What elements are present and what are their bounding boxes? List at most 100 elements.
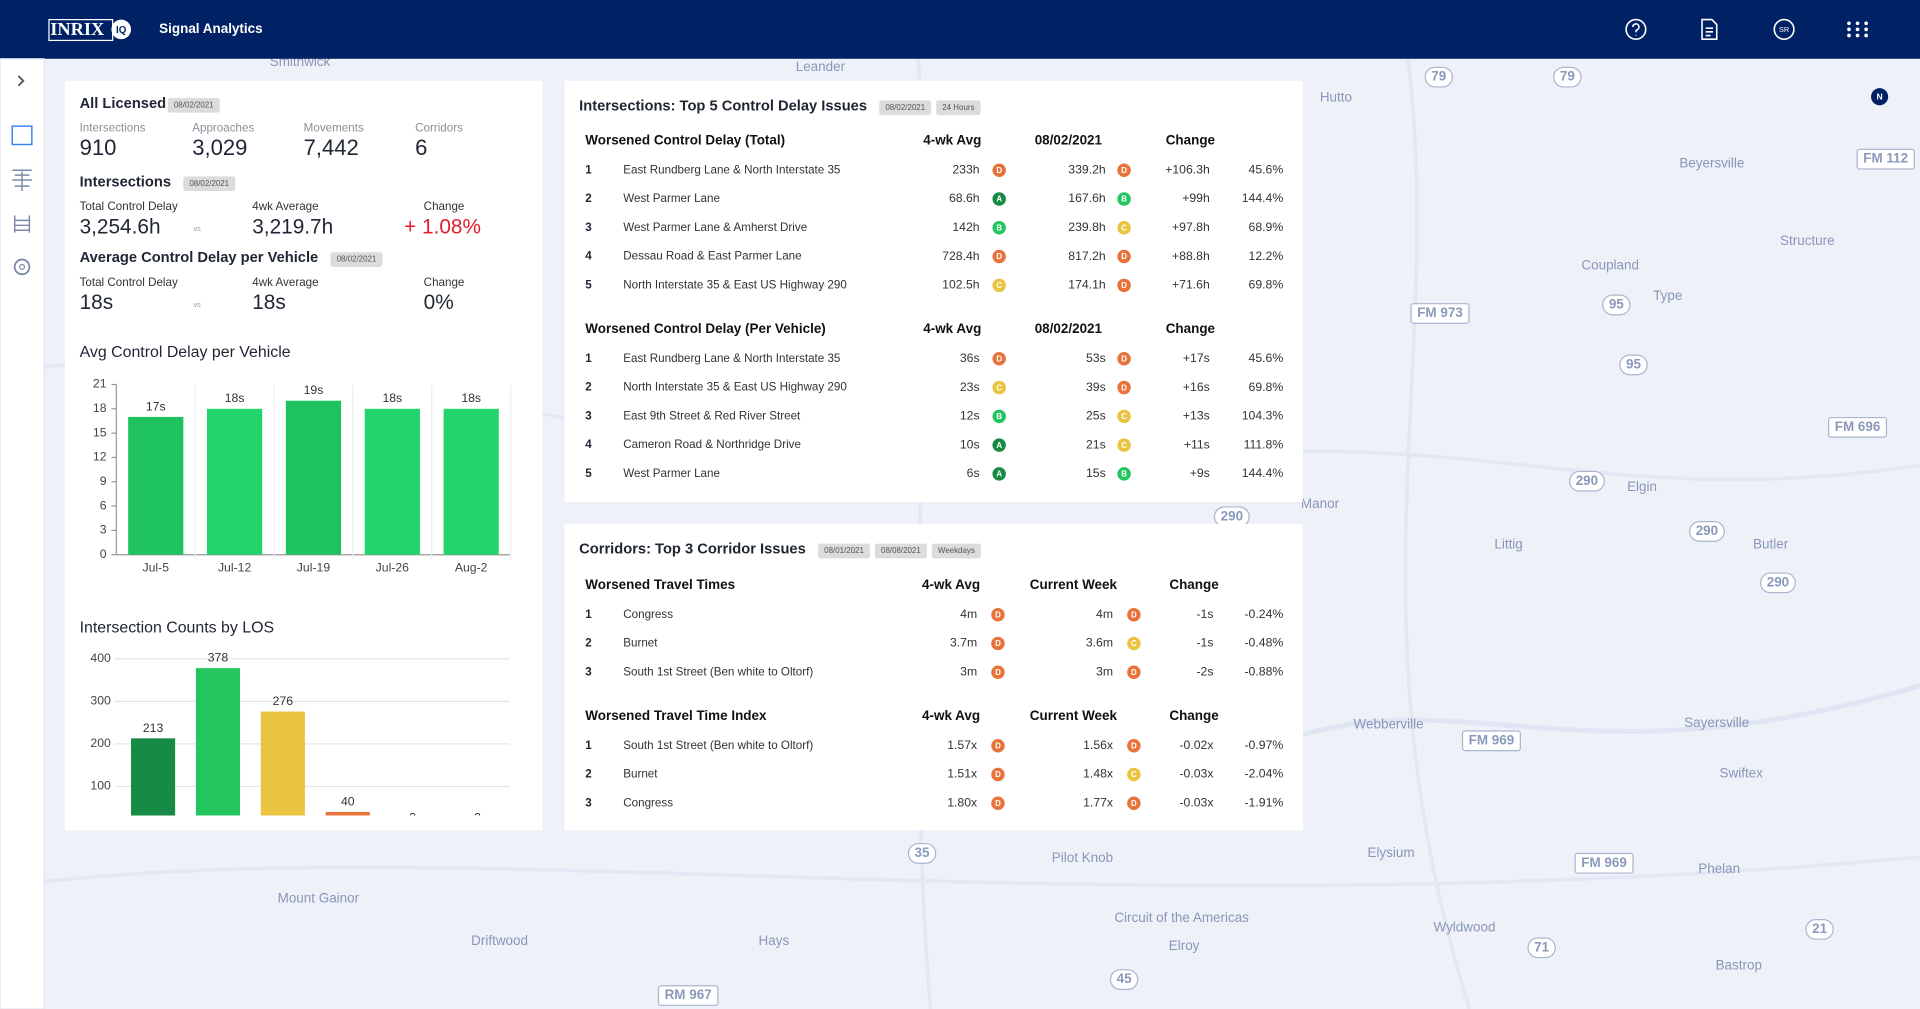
x-tick-label: Jul-12 (218, 560, 252, 574)
row-name: South 1st Street (Ben white to Oltorf) (623, 739, 813, 752)
map-label: Littig (1494, 536, 1522, 551)
los-badge (1117, 192, 1131, 206)
los-badge (992, 438, 1006, 452)
column-header: Change (1166, 321, 1216, 336)
stat-label: Intersections (80, 122, 146, 135)
column-header: Worsened Travel Time Index (585, 708, 767, 723)
los-badge (1117, 249, 1131, 264)
expand-button[interactable] (17, 75, 25, 87)
cell-value: 53s (1086, 351, 1106, 365)
date-chip-label: 08/02/2021 (189, 179, 229, 188)
x-tick-label: Aug-2 (455, 560, 488, 574)
stat-value: 910 (80, 135, 117, 160)
row-name: Dessau Road & East Parmer Lane (623, 250, 801, 263)
cell-value: +97.8h (1172, 220, 1210, 234)
date-chip (931, 543, 981, 559)
report-icon[interactable] (1701, 18, 1718, 40)
los-grade: D (995, 770, 1001, 779)
cell-value: 102.5h (942, 278, 980, 292)
data-label: 2 (474, 811, 481, 825)
cell-value: 1.80x (947, 796, 977, 810)
cell-value: 1.48x (1083, 767, 1113, 781)
apps-button[interactable] (1847, 21, 1868, 38)
chart-plot: 0 3 6 9 12 15 18 21 17s Jul-5 18s Jul-12 19s Jul-19 18… (93, 377, 512, 574)
route-shield (1828, 416, 1888, 438)
map-label: Hays (759, 933, 790, 948)
vs-label: vs (193, 224, 201, 233)
cell-value: -0.03x (1179, 767, 1213, 781)
cell-value: 239.8h (1068, 220, 1106, 234)
map-label: 290 (1696, 523, 1718, 538)
los-badge (1117, 438, 1131, 452)
help-icon[interactable] (1625, 18, 1647, 40)
y-tick-label: 400 (90, 651, 111, 665)
cell-value: +17s (1183, 351, 1210, 365)
column-header: 08/02/2021 (1035, 132, 1103, 147)
row-name: Burnet (623, 768, 658, 781)
los-badge (1117, 278, 1131, 293)
route-shield (1688, 521, 1725, 542)
metric-value: 3,254.6h (80, 215, 161, 238)
cell-value: +13s (1183, 409, 1210, 423)
los-badge (1127, 607, 1141, 622)
column-header: 4-wk Avg (922, 708, 980, 723)
rank: 3 (585, 221, 592, 234)
nav-corridors[interactable] (13, 215, 31, 233)
bar (207, 408, 263, 555)
route-shield (1527, 937, 1556, 959)
los-grade: D (1131, 799, 1137, 808)
column-header: 4-wk Avg (923, 321, 981, 336)
y-tick-label: 12 (93, 450, 107, 464)
map-label: Leander (796, 59, 846, 74)
vs-label: vs (193, 300, 201, 309)
user-button[interactable] (1773, 18, 1795, 40)
cell-value: 1.51x (947, 767, 977, 781)
metric-value: 3,219.7h (252, 215, 333, 238)
map-label: 79 (1560, 69, 1575, 84)
los-grade: D (996, 166, 1002, 175)
compass[interactable] (1871, 88, 1889, 106)
cell-value: 12s (960, 409, 980, 423)
settings-icon[interactable] (13, 258, 31, 276)
row-name: Burnet (623, 637, 658, 650)
data-label: 2 (409, 811, 416, 825)
bar (260, 711, 305, 816)
map-label: 35 (915, 845, 930, 860)
cell-value: 144.4% (1242, 191, 1284, 205)
column-header: Worsened Control Delay (Per Vehicle) (585, 321, 825, 336)
los-badge (992, 380, 1006, 395)
date-chip-label: 08/02/2021 (174, 100, 214, 109)
cell-value: -2s (1196, 664, 1213, 678)
nav-intersections[interactable] (12, 169, 32, 192)
cell-value: 3.6m (1086, 636, 1113, 650)
cell-value: -0.88% (1244, 664, 1283, 678)
map-label: FM 973 (1417, 305, 1463, 320)
map-label: 71 (1534, 939, 1549, 954)
los-badge (992, 352, 1006, 366)
rank: 2 (585, 637, 591, 650)
map-label: FM 969 (1469, 732, 1515, 747)
data-label: 213 (143, 721, 164, 735)
route-shield (1805, 918, 1834, 940)
section-title: All Licensed (80, 96, 167, 112)
report-button[interactable] (1701, 18, 1718, 40)
logo-badge (111, 19, 132, 40)
nav-dashboard[interactable] (11, 125, 33, 146)
metric-label: Total Control Delay (80, 200, 178, 213)
cell-value: 728.4h (942, 249, 980, 263)
column-header: Current Week (1030, 708, 1118, 723)
column-header: Change (1169, 708, 1219, 723)
los-grade: A (996, 470, 1002, 479)
cell-value: -2.04% (1244, 767, 1283, 781)
los-grade: D (995, 668, 1001, 677)
help-button[interactable] (1625, 18, 1647, 40)
nav-settings[interactable] (13, 258, 31, 276)
cell-value: -0.02x (1179, 738, 1213, 752)
road (1403, 58, 1472, 1009)
cell-value: 69.8% (1249, 278, 1284, 292)
map-label: Beyersville (1679, 156, 1744, 171)
y-tick-label: 100 (90, 779, 111, 793)
x-tick-label: Jul-5 (142, 560, 169, 574)
section-title: Intersections (80, 174, 171, 190)
cell-value: 3m (960, 664, 977, 678)
